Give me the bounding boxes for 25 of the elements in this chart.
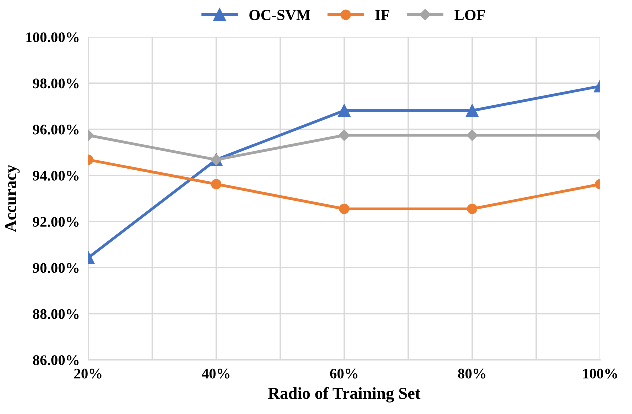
y-tick-label: 88.00%: [33, 309, 79, 320]
x-tick-label: 40%: [202, 368, 230, 379]
y-tick-label: 90.00%: [33, 263, 79, 274]
x-axis-title: Radio of Training Set: [268, 387, 421, 403]
y-tick-label: 98.00%: [33, 78, 79, 89]
point: [339, 204, 350, 214]
y-tick-label: 100.00%: [26, 32, 79, 43]
y-tick-label: 92.00%: [33, 217, 79, 228]
point: [211, 179, 222, 190]
point: [466, 104, 479, 118]
point: [338, 130, 350, 142]
point: [467, 204, 478, 214]
legend-label: LOF: [454, 10, 486, 20]
y-tick-label: 86.00%: [33, 356, 79, 366]
x-tick-label: 60%: [330, 368, 358, 379]
y-tick-label: 96.00%: [33, 124, 79, 135]
y-tick-label: 94.00%: [33, 171, 79, 181]
x-tick-label: 80%: [458, 368, 486, 379]
x-tick-label: 20%: [74, 368, 102, 379]
legend-label: IF: [376, 10, 390, 20]
legend-label: OC-SVM: [250, 10, 310, 20]
point: [338, 104, 351, 118]
x-tick-label: 100%: [583, 368, 618, 379]
y-axis-title: Accuracy: [5, 165, 20, 232]
point: [466, 130, 478, 142]
